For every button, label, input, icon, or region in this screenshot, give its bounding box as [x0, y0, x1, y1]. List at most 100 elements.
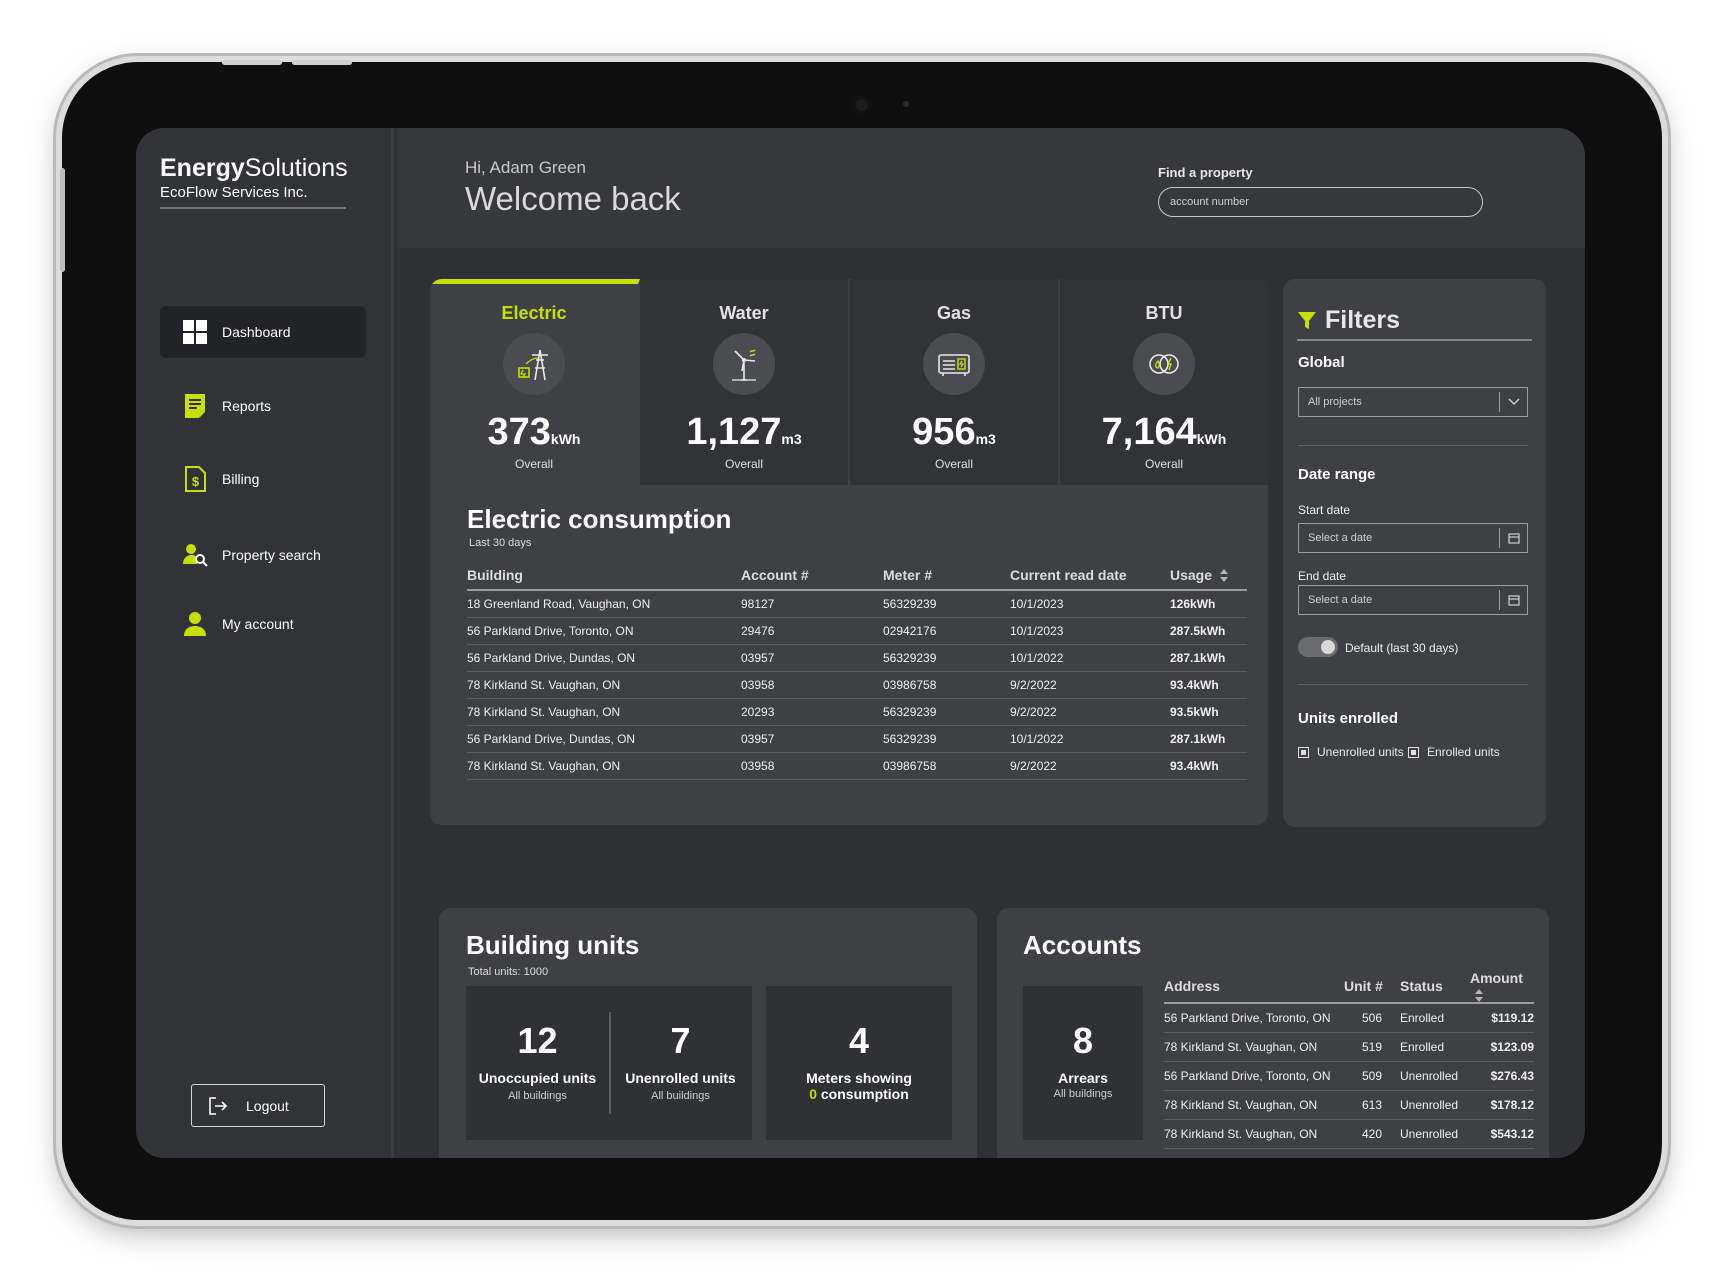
table-cell: 03958: [741, 752, 883, 780]
power-button: [60, 168, 65, 272]
unenrolled-units-stat[interactable]: 7 Unenrolled units All buildings: [609, 986, 752, 1140]
value-number: 1,127: [686, 411, 782, 453]
building-units-subtitle: Total units: 1000: [468, 966, 549, 978]
chevron-down-icon[interactable]: [1499, 392, 1527, 412]
table-cell: 56 Parkland Drive, Toronto, ON: [467, 617, 741, 645]
sort-icon[interactable]: [1220, 569, 1229, 583]
units-enrolled-label: Units enrolled: [1298, 710, 1399, 727]
sidebar-item-billing[interactable]: $ Billing: [160, 453, 366, 505]
table-cell: 03957: [741, 725, 883, 753]
table-row[interactable]: 78 Kirkland St. Vaughan, ON 03958 03986758…: [467, 671, 1247, 699]
utility-value: 7,164kWh: [1060, 411, 1268, 454]
column-header-usage[interactable]: Usage: [1170, 560, 1247, 591]
table-cell: $119.12: [1470, 1003, 1534, 1033]
checkbox-label: Enrolled units: [1427, 745, 1500, 759]
stat-label-line2: 0 consumption: [766, 1086, 952, 1102]
table-cell: 20293: [741, 698, 883, 726]
sidebar-item-my-account[interactable]: My account: [160, 598, 366, 650]
column-header-amount[interactable]: Amount: [1470, 970, 1534, 1004]
usage-header-label: Usage: [1170, 566, 1213, 583]
table-cell: 10/1/2022: [1010, 725, 1170, 753]
table-cell: 56329239: [883, 644, 1010, 672]
arrears-stat[interactable]: 8 Arrears All buildings: [1023, 986, 1143, 1140]
table-cell: $276.43: [1470, 1061, 1534, 1091]
table-cell: 420: [1344, 1119, 1400, 1149]
table-row[interactable]: 56 Parkland Drive, Toronto, ON 509 Unenrol…: [1164, 1061, 1534, 1091]
table-row[interactable]: 56 Parkland Drive, Toronto, ON 506 Enrolle…: [1164, 1003, 1534, 1033]
table-row[interactable]: 78 Kirkland St. Vaughan, ON 03958 03986758…: [467, 752, 1247, 780]
stat-sub: All buildings: [508, 1090, 567, 1102]
sidebar-item-reports[interactable]: Reports: [160, 380, 366, 432]
table-cell: 9/2/2022: [1010, 698, 1170, 726]
value-unit: kWh: [550, 431, 581, 447]
calendar-icon[interactable]: [1499, 590, 1527, 610]
calendar-icon[interactable]: [1499, 528, 1527, 548]
column-header-unit[interactable]: Unit #: [1344, 970, 1400, 1004]
tab-gas[interactable]: Gas 956m3 Overall: [850, 279, 1060, 485]
brand-logo: EnergySolutions EcoFlow Services Inc.: [160, 154, 348, 209]
table-cell: 287.1kWh: [1170, 725, 1247, 753]
table-row[interactable]: 78 Kirkland St. Vaughan, ON 20293 56329239…: [467, 698, 1247, 726]
end-date-input[interactable]: Select a date: [1298, 585, 1528, 615]
power-tower-icon: [503, 333, 565, 395]
enrolled-units-checkbox[interactable]: Enrolled units: [1408, 745, 1500, 759]
sidebar-item-property-search[interactable]: Property search: [160, 529, 366, 581]
table-row[interactable]: 78 Kirkland St. Vaughan, ON 420 Unenrolled…: [1164, 1119, 1534, 1149]
billing-document-icon: $: [185, 466, 206, 492]
table-cell: 613: [1344, 1090, 1400, 1120]
unenrolled-units-checkbox[interactable]: Unenrolled units: [1298, 745, 1404, 759]
meters-stat[interactable]: 4 Meters showing 0 consumption: [766, 986, 952, 1140]
table-header-row: Building Account # Meter # Current read …: [467, 560, 1247, 591]
svg-text:$: $: [192, 474, 200, 489]
table-row[interactable]: 56 Parkland Drive, Dundas, ON 03957 563292…: [467, 644, 1247, 672]
table-cell: 56329239: [883, 725, 1010, 753]
stat-sub: All buildings: [651, 1090, 710, 1102]
column-header-meter[interactable]: Meter #: [883, 560, 1010, 591]
column-header-status[interactable]: Status: [1400, 970, 1470, 1004]
table-cell: 18 Greenland Road, Vaughan, ON: [467, 590, 741, 618]
column-header-account[interactable]: Account #: [741, 560, 883, 591]
table-row[interactable]: 18 Greenland Road, Vaughan, ON 98127 56329…: [467, 590, 1247, 618]
global-label: Global: [1298, 354, 1345, 371]
start-date-label: Start date: [1298, 503, 1351, 517]
table-cell: 56 Parkland Drive, Toronto, ON: [1164, 1061, 1344, 1091]
start-date-input[interactable]: Select a date: [1298, 523, 1528, 553]
find-property-label: Find a property: [1158, 165, 1253, 180]
tab-electric[interactable]: Electric 373kWh Overall: [430, 279, 640, 485]
sidebar-item-label: Billing: [222, 471, 260, 487]
table-cell: 56 Parkland Drive, Dundas, ON: [467, 725, 741, 753]
table-cell: 98127: [741, 590, 883, 618]
tab-btu[interactable]: BTU 7,164kWh Overall: [1060, 279, 1268, 485]
table-row[interactable]: 56 Parkland Drive, Dundas, ON 03957 563292…: [467, 725, 1247, 753]
default-range-toggle[interactable]: [1298, 637, 1338, 657]
accounts-table: Address Unit # Status Amount 56 Parkland…: [1164, 970, 1534, 1149]
table-cell: 56 Parkland Drive, Dundas, ON: [467, 644, 741, 672]
table-cell: 10/1/2023: [1010, 617, 1170, 645]
table-cell: 519: [1344, 1032, 1400, 1062]
logout-label: Logout: [246, 1097, 289, 1114]
brand-name-bold: Energy: [160, 154, 245, 182]
table-cell: 03986758: [883, 671, 1010, 699]
global-project-select[interactable]: All projects: [1298, 387, 1528, 417]
unoccupied-units-stat[interactable]: 12 Unoccupied units All buildings: [466, 986, 609, 1140]
tab-water[interactable]: Water 1,127m3 Overall: [640, 279, 850, 485]
logout-button[interactable]: Logout: [191, 1084, 325, 1127]
stat-label-suffix: consumption: [820, 1086, 909, 1102]
stat-number: 12: [517, 1020, 558, 1061]
table-row[interactable]: 78 Kirkland St. Vaughan, ON 519 Enrolled $1…: [1164, 1032, 1534, 1062]
stat-label: Unenrolled units: [625, 1070, 736, 1086]
sort-icon[interactable]: [1475, 988, 1483, 1002]
table-cell: $543.12: [1470, 1119, 1534, 1149]
brand-name-rest: Solutions: [244, 154, 348, 182]
column-header-building[interactable]: Building: [467, 560, 741, 591]
table-cell: 78 Kirkland St. Vaughan, ON: [467, 698, 741, 726]
find-property-input[interactable]: [1158, 187, 1483, 217]
column-header-read-date[interactable]: Current read date: [1010, 560, 1170, 591]
utility-caption: Overall: [1144, 457, 1183, 471]
table-row[interactable]: 56 Parkland Drive, Toronto, ON 29476 02942…: [467, 617, 1247, 645]
accounts-card: Accounts 8 Arrears All buildings Address…: [997, 908, 1549, 1158]
table-row[interactable]: 78 Kirkland St. Vaughan, ON 613 Unenrolled…: [1164, 1090, 1534, 1120]
user-account-icon: [184, 612, 206, 636]
sidebar-item-dashboard[interactable]: Dashboard: [160, 306, 366, 358]
column-header-address[interactable]: Address: [1164, 970, 1344, 1004]
